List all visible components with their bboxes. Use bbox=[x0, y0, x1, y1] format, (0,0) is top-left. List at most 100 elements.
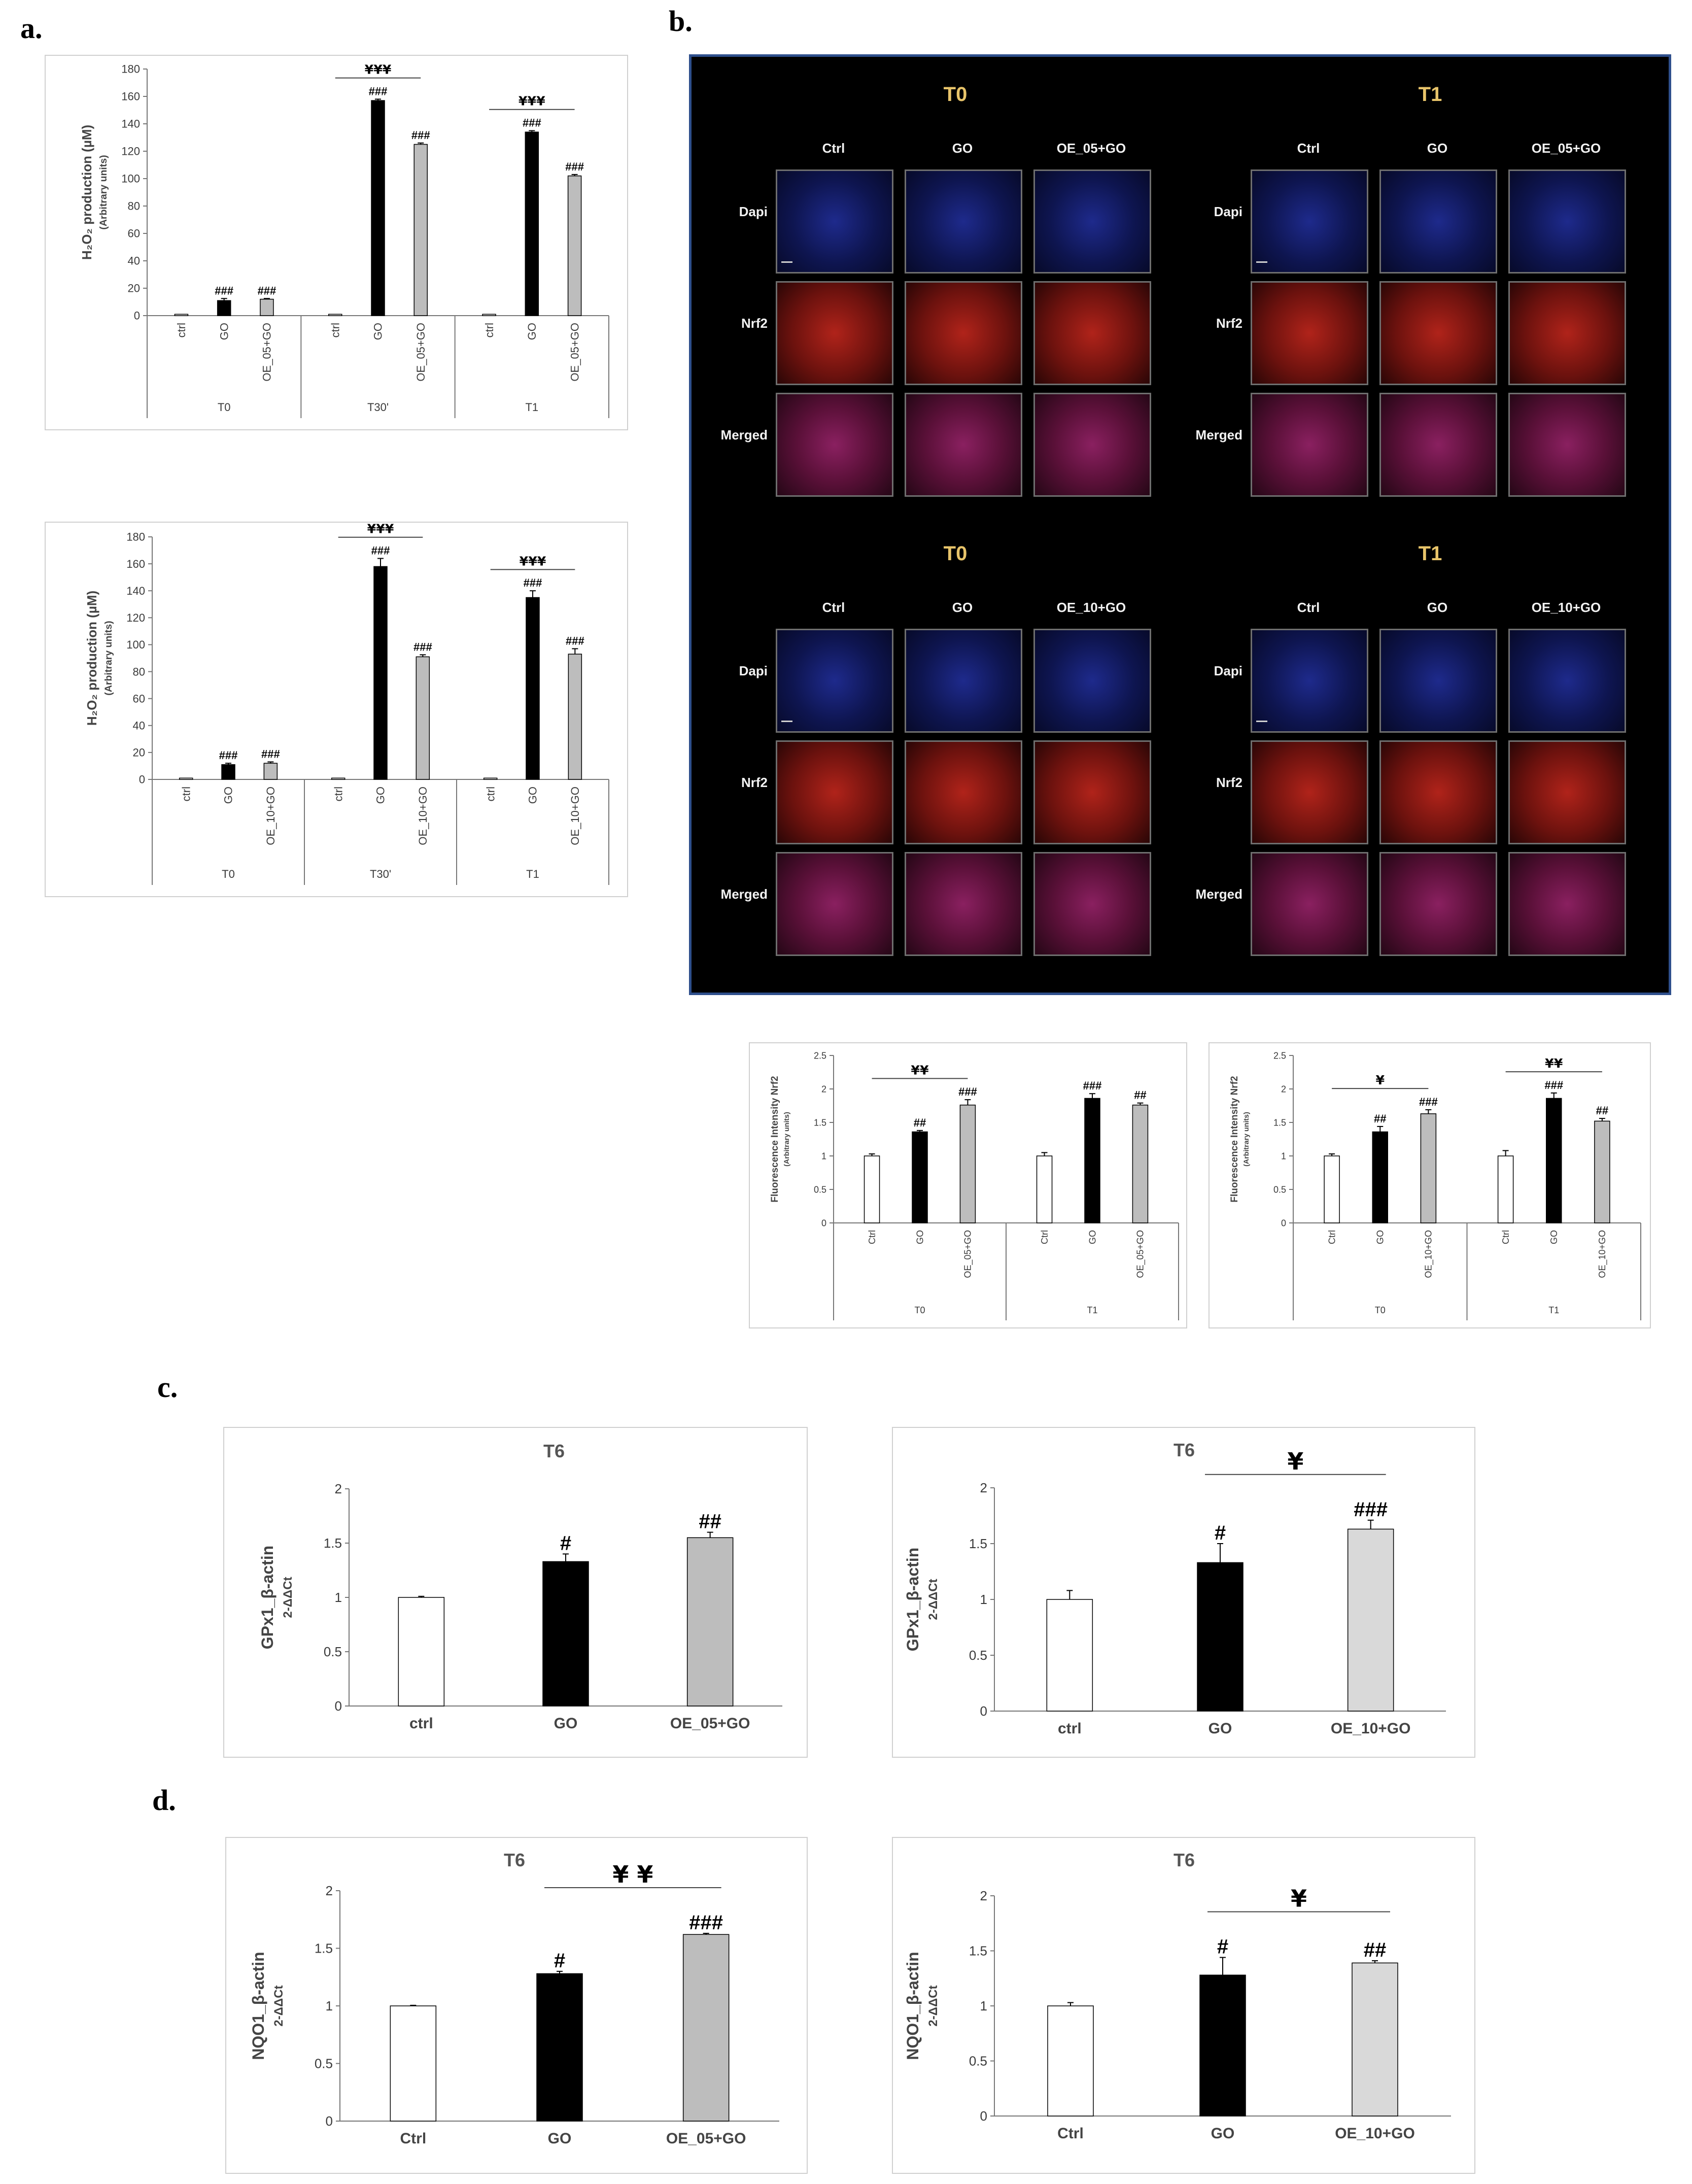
y-tick-label: 160 bbox=[126, 558, 145, 570]
significance-mark: ### bbox=[371, 544, 390, 557]
h2o2-chart-oe05: 0 20 40 60 80 100 120 140 160 180 H₂O₂ production … bbox=[45, 55, 628, 430]
microscopy-image-tile bbox=[1379, 393, 1497, 497]
significance-label: ¥ ¥ bbox=[612, 1861, 653, 1888]
significance-mark: ## bbox=[699, 1511, 721, 1533]
scale-bar bbox=[1256, 721, 1267, 722]
bar bbox=[328, 314, 342, 316]
significance-mark: ## bbox=[1134, 1089, 1146, 1102]
microscopy-column-label: GO bbox=[952, 600, 973, 615]
category-label: OE_10+GO bbox=[1331, 1720, 1411, 1737]
significance-label: ¥¥¥ bbox=[367, 523, 394, 536]
category-label: OE_10+GO bbox=[569, 787, 581, 845]
bar bbox=[526, 597, 540, 780]
microscopy-image-tile bbox=[776, 169, 893, 274]
y-tick-label: 180 bbox=[126, 531, 145, 543]
nqo1-chart-oe10-svg: 0 0.5 1 1.5 2 NQO1_β-actin 2-ΔΔCt T6 ¥ Ctrl # GO ## O… bbox=[904, 1850, 1451, 2142]
significance-label: ¥ bbox=[1291, 1885, 1307, 1913]
bar bbox=[686, 1537, 734, 1707]
significance-mark: ## bbox=[1364, 1939, 1387, 1961]
microscopy-image-tile bbox=[1379, 740, 1497, 844]
y-axis-label: 2-ΔΔCt bbox=[281, 1577, 295, 1618]
significance-mark: ### bbox=[1083, 1079, 1102, 1092]
microscopy-row-label: Merged bbox=[720, 427, 768, 442]
y-tick-label: 1 bbox=[821, 1151, 826, 1161]
microscopy-column-label: Ctrl bbox=[1297, 600, 1320, 615]
bar bbox=[217, 300, 231, 316]
category-label: Ctrl bbox=[1501, 1230, 1511, 1244]
significance-mark: # bbox=[560, 1532, 571, 1554]
microscopy-image-tile bbox=[1379, 852, 1497, 956]
category-label: OE_10+GO bbox=[417, 787, 429, 845]
y-tick-label: 0.5 bbox=[969, 1648, 987, 1663]
bar bbox=[1036, 1155, 1053, 1223]
microscopy-image-tile bbox=[1033, 740, 1151, 844]
category-label: OE_05+GO bbox=[963, 1230, 974, 1278]
y-axis-label: Fluorescence Intensity Nrf2 bbox=[770, 1076, 780, 1202]
microscopy-row-label: Dapi bbox=[1214, 663, 1242, 678]
y-tick-label: 1 bbox=[326, 1998, 333, 2014]
y-tick-label: 40 bbox=[133, 719, 145, 732]
category-label: GO bbox=[1211, 2125, 1235, 2142]
y-axis-label: (Arbitrary units) bbox=[98, 155, 109, 229]
significance-label: ¥¥¥ bbox=[519, 94, 545, 109]
microscopy-image-tile bbox=[905, 393, 1022, 497]
category-label: Ctrl bbox=[1327, 1230, 1337, 1244]
bar bbox=[398, 1597, 445, 1707]
microscopy-image-tile bbox=[1033, 393, 1151, 497]
microscopy-image-tile bbox=[905, 740, 1022, 844]
y-axis-label: 2-ΔΔCt bbox=[272, 1985, 286, 2026]
y-tick-label: 120 bbox=[126, 611, 145, 624]
y-tick-label: 0 bbox=[980, 1703, 987, 1719]
bar bbox=[1352, 1962, 1398, 2117]
bar bbox=[1084, 1098, 1100, 1223]
bar bbox=[174, 314, 189, 316]
microscopy-column-label: Ctrl bbox=[1297, 141, 1320, 156]
category-label: OE_05+GO bbox=[568, 323, 581, 382]
y-tick-label: 2.5 bbox=[814, 1050, 826, 1061]
significance-mark: ### bbox=[219, 749, 238, 762]
microscopy-image-tile bbox=[776, 629, 893, 733]
category-label: ctrl bbox=[409, 1715, 433, 1732]
microscopy-column-label: GO bbox=[1427, 600, 1448, 615]
y-tick-label: 0.5 bbox=[324, 1644, 342, 1659]
category-label: GO bbox=[554, 1715, 578, 1732]
microscopy-montage: T0 Ctrl GO OE_05+GO Dapi Nrf2 Merged T1 Ctrl GO OE… bbox=[689, 54, 1671, 995]
microscopy-image-tile bbox=[1379, 281, 1497, 385]
microscopy-time-title: T0 bbox=[943, 83, 968, 106]
y-tick-label: 2 bbox=[980, 1480, 987, 1495]
significance-mark: ### bbox=[258, 284, 277, 297]
group-label: T1 bbox=[525, 401, 538, 414]
microscopy-row-label: Merged bbox=[720, 886, 768, 902]
category-label: GO bbox=[1549, 1230, 1559, 1244]
significance-mark: ### bbox=[1419, 1096, 1438, 1108]
category-label: GO bbox=[1208, 1720, 1232, 1737]
significance-label: ¥ bbox=[1287, 1448, 1303, 1475]
nqo1-chart-oe10: 0 0.5 1 1.5 2 NQO1_β-actin 2-ΔΔCt T6 ¥ Ctrl # GO ## O… bbox=[892, 1837, 1475, 2174]
significance-mark: ### bbox=[565, 160, 584, 173]
microscopy-image-tile bbox=[1033, 281, 1151, 385]
bar bbox=[1546, 1098, 1562, 1223]
bar bbox=[373, 566, 388, 780]
bar bbox=[390, 2005, 437, 2122]
category-label: OE_05+GO bbox=[1135, 1230, 1146, 1278]
microscopy-row-label: Merged bbox=[1195, 427, 1242, 442]
category-label: ctrl bbox=[332, 787, 344, 801]
group-label: T0 bbox=[1375, 1305, 1386, 1315]
bar bbox=[371, 100, 385, 316]
significance-mark: ### bbox=[566, 634, 584, 647]
bar bbox=[1197, 1562, 1244, 1712]
chart-title: T6 bbox=[1173, 1440, 1195, 1460]
group-label: T0 bbox=[222, 868, 235, 880]
microscopy-column-label: GO bbox=[1427, 141, 1448, 156]
scale-bar bbox=[781, 721, 792, 722]
group-label: T1 bbox=[1087, 1305, 1097, 1315]
significance-mark: ### bbox=[261, 747, 280, 760]
y-tick-label: 2 bbox=[980, 1888, 987, 1903]
bar bbox=[542, 1561, 589, 1707]
y-tick-label: 0 bbox=[980, 2108, 987, 2124]
microscopy-image-tile bbox=[1033, 169, 1151, 274]
bar bbox=[221, 764, 235, 780]
y-axis-label: Fluorescence Intensity Nrf2 bbox=[1229, 1076, 1240, 1202]
category-label: GO bbox=[372, 323, 385, 340]
microscopy-time-title: T1 bbox=[1418, 542, 1442, 565]
